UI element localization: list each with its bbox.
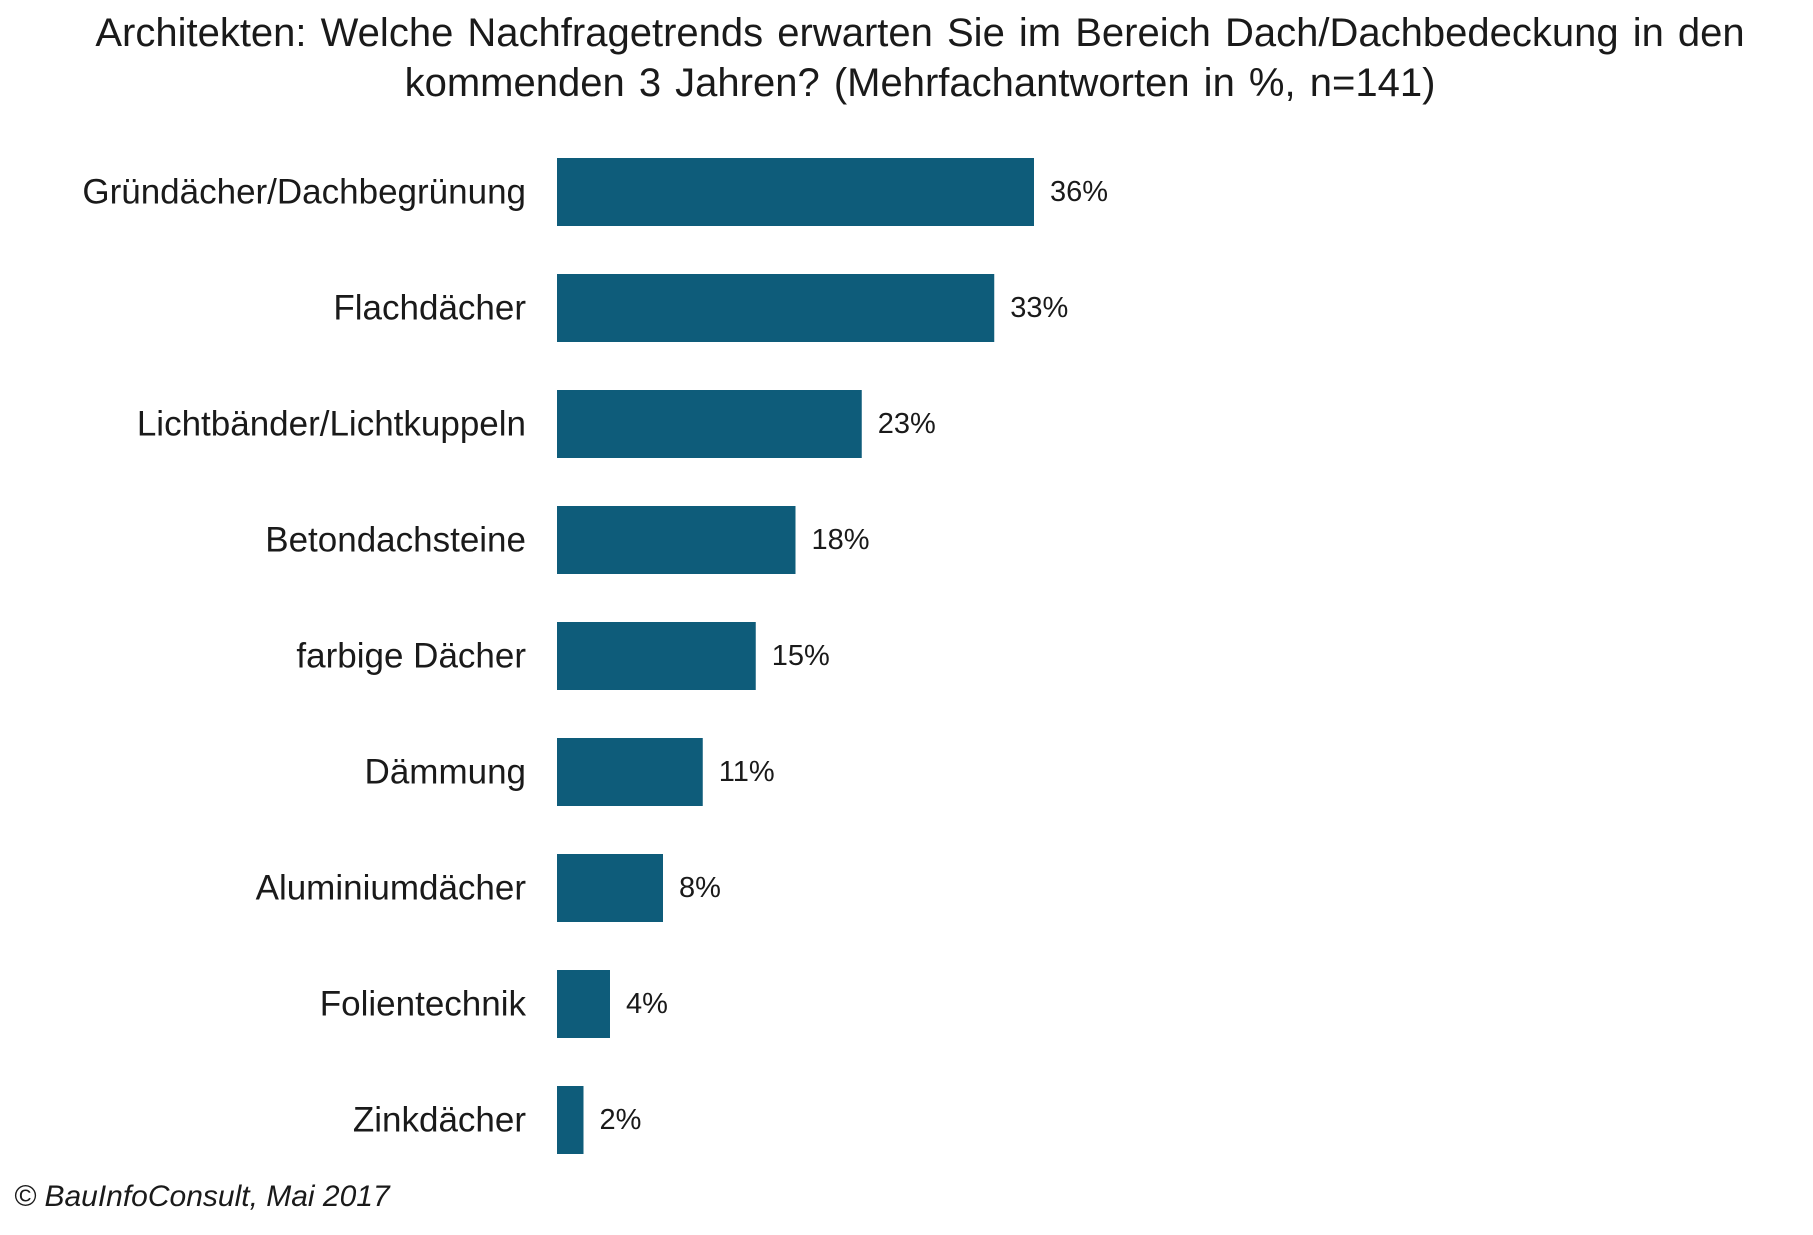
value-label: 36% (1050, 176, 1108, 208)
bar (557, 274, 995, 342)
value-label: 2% (600, 1104, 642, 1136)
category-label: Aluminiumdächer (256, 869, 527, 908)
bar (557, 158, 1034, 226)
bar (557, 622, 756, 690)
value-label: 23% (878, 408, 936, 440)
value-label: 11% (719, 756, 775, 788)
category-labels: Gründächer/Dachbegrünung Flachdächer Licht… (82, 173, 526, 1140)
category-label: Flachdächer (333, 289, 526, 328)
value-label: 4% (626, 988, 668, 1020)
bar (557, 390, 862, 458)
bar (557, 738, 703, 806)
value-labels: 36% 33% 23% 18% 15% 11% 8% 4% 2% (600, 176, 1109, 1136)
source-credit: © BauInfoConsult, Mai 2017 (14, 1180, 390, 1213)
value-label: 15% (772, 640, 830, 672)
bar (557, 970, 610, 1038)
category-label: Dämmung (365, 753, 526, 792)
category-label: Gründächer/Dachbegrünung (82, 173, 526, 212)
category-label: farbige Dächer (296, 637, 526, 676)
category-label: Lichtbänder/Lichtkuppeln (137, 405, 526, 444)
bar (557, 1086, 584, 1154)
category-label: Zinkdächer (353, 1101, 526, 1140)
category-label: Betondachsteine (265, 521, 526, 560)
bar (557, 854, 663, 922)
category-label: Folientechnik (320, 985, 527, 1024)
value-label: 8% (679, 872, 721, 904)
bars (557, 158, 1034, 1154)
bar (557, 506, 796, 574)
value-label: 33% (1010, 292, 1068, 324)
chart-title: Architekten: Welche Nachfragetrends erwa… (95, 11, 1745, 105)
value-label: 18% (812, 524, 870, 556)
